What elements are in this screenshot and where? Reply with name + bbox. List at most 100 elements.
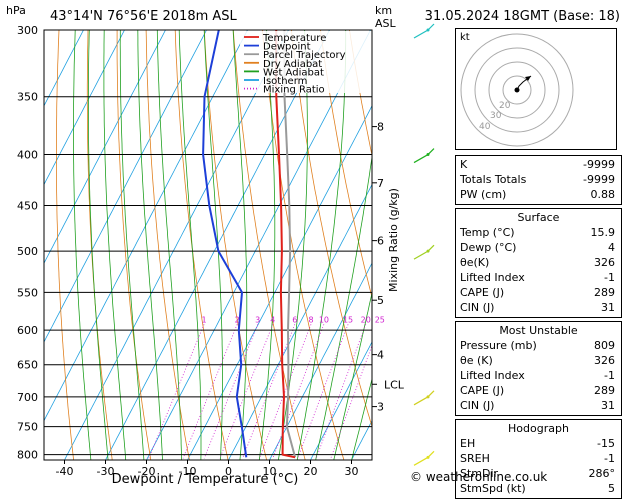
wet-adiabat-line bbox=[178, 30, 202, 460]
mixing-ratio-line bbox=[297, 324, 349, 459]
most-unstable-title: Most Unstable bbox=[499, 324, 578, 337]
hodograph-table-title: Hodograph bbox=[508, 422, 569, 435]
dry-adiabat-line bbox=[56, 30, 74, 460]
isotherm-line bbox=[44, 30, 84, 107]
surface-value: 31 bbox=[601, 301, 615, 314]
temperature-tick-label: 0 bbox=[225, 465, 232, 478]
mixing-ratio-label: 10 bbox=[319, 315, 329, 324]
hodograph-arrowhead bbox=[525, 76, 531, 81]
height-km-label: LCL bbox=[384, 378, 405, 391]
hodo-label: SREH bbox=[460, 452, 490, 465]
surface-label: CIN (J) bbox=[460, 301, 495, 314]
wet-adiabat-line bbox=[203, 30, 223, 460]
mu-value: 326 bbox=[594, 354, 615, 367]
mixing-ratio-line bbox=[182, 324, 238, 459]
dry-adiabat-line bbox=[320, 30, 372, 299]
index-value: 0.88 bbox=[590, 188, 616, 201]
mu-value: 31 bbox=[601, 399, 615, 412]
temperature-tick-label: -40 bbox=[56, 465, 74, 478]
wet-adiabat-line bbox=[156, 30, 182, 460]
wind-barb-shaft bbox=[413, 396, 429, 406]
mu-value: 289 bbox=[594, 384, 615, 397]
wind-barbs bbox=[413, 23, 435, 466]
legend-background bbox=[240, 31, 371, 93]
pressure-tick-label: 650 bbox=[17, 359, 38, 372]
hodograph-ring bbox=[502, 75, 532, 105]
isotherm-line bbox=[228, 183, 372, 460]
dry-adiabat-line bbox=[291, 30, 372, 428]
surface-row: Dewp (°C) 4 bbox=[456, 240, 621, 255]
surface-title: Surface bbox=[517, 211, 560, 224]
isotherm-line bbox=[187, 104, 372, 460]
hodograph-ring-label: 20 bbox=[499, 101, 511, 111]
mu-value: -1 bbox=[604, 369, 615, 382]
isotherm-line bbox=[0, 30, 2, 460]
mu-label: CAPE (J) bbox=[460, 384, 505, 397]
wind-barb-station bbox=[426, 249, 430, 253]
surface-value: 289 bbox=[594, 286, 615, 299]
mixing-ratio-line bbox=[219, 324, 274, 459]
surface-label: Dewp (°C) bbox=[460, 241, 517, 254]
hodo-label: EH bbox=[460, 437, 476, 450]
surface-row: CIN (J) 31 bbox=[456, 300, 621, 315]
hodo-value: -15 bbox=[597, 437, 615, 450]
pressure-tick-label: 400 bbox=[17, 149, 38, 162]
pressure-tick-label: 800 bbox=[17, 449, 38, 462]
x-axis-title: Dewpoint / Temperature (°C) bbox=[112, 472, 299, 486]
mu-row: Lifted Index -1 bbox=[456, 368, 621, 383]
parcel-trajectory-line bbox=[283, 30, 297, 458]
isotherm-line bbox=[310, 341, 372, 460]
legend-label: Dry Adiabat bbox=[263, 59, 322, 70]
wet-adiabat-line bbox=[73, 30, 92, 460]
legend-label: Temperature bbox=[262, 33, 326, 44]
index-row: PW (cm) 0.88 bbox=[456, 187, 621, 202]
hodo-row: StmDir 286° bbox=[456, 466, 621, 481]
temperature-tick-label: -10 bbox=[179, 465, 197, 478]
hodo-row: SREH -1 bbox=[456, 451, 621, 466]
temperature-line bbox=[275, 30, 296, 459]
hodograph-table-block: Hodograph EH -15 SREH -1 StmDir 286° StmSpd… bbox=[455, 419, 622, 499]
surface-label: Lifted Index bbox=[460, 271, 525, 284]
mixing-ratio-label: 2 bbox=[235, 315, 240, 324]
pressure-tick-label: 550 bbox=[17, 286, 38, 299]
datetime-title: 31.05.2024 18GMT (Base: 18) bbox=[425, 9, 620, 24]
isotherm-line bbox=[64, 30, 289, 460]
mixing-ratio-line bbox=[148, 324, 205, 459]
pressure-tick-label: 750 bbox=[17, 421, 38, 434]
hodo-value: 286° bbox=[588, 467, 616, 480]
mu-label: CIN (J) bbox=[460, 399, 495, 412]
location-title: 43°14'N 76°56'E 2018m ASL bbox=[50, 9, 238, 24]
dry-adiabat-line bbox=[232, 30, 306, 460]
isotherm-line bbox=[105, 30, 330, 460]
mixing-ratio-label: 8 bbox=[308, 315, 313, 324]
skewt-chart: hPa 43°14'N 76°56'E 2018m ASL km ASL 31.… bbox=[0, 4, 620, 486]
surface-label: CAPE (J) bbox=[460, 286, 505, 299]
wet-adiabat-line bbox=[277, 30, 308, 460]
hodograph-ring bbox=[460, 33, 574, 147]
index-value: -9999 bbox=[583, 158, 615, 171]
mixing-ratio-label: 4 bbox=[270, 315, 275, 324]
mu-row: Pressure (mb) 809 bbox=[456, 338, 621, 353]
mixing-ratio-label: 6 bbox=[292, 315, 297, 324]
indices-panel: K -9999 Totals Totals -9999 PW (cm) 0.88 Su… bbox=[455, 155, 622, 502]
isotherm-line bbox=[146, 30, 371, 460]
wet-adiabat-line bbox=[258, 30, 276, 460]
height-km-label: 5 bbox=[377, 294, 384, 307]
hodo-value: -1 bbox=[604, 452, 615, 465]
hodograph-ring bbox=[474, 47, 560, 133]
most-unstable-block: Most Unstable Pressure (mb) 809 θe (K) 326… bbox=[455, 321, 622, 416]
mixing-ratio-label: 15 bbox=[343, 315, 353, 324]
temperature-tick-label: 10 bbox=[263, 465, 277, 478]
surface-row: θe(K) 326 bbox=[456, 255, 621, 270]
dry-adiabat-line bbox=[349, 30, 372, 157]
dry-adiabat-line bbox=[262, 30, 345, 460]
height-km-label: 7 bbox=[377, 177, 384, 190]
hodograph-unit-label: kt bbox=[460, 32, 470, 43]
legend-label: Wet Adiabat bbox=[263, 67, 324, 78]
mixing-ratio-line bbox=[272, 324, 325, 459]
isotherm-line bbox=[269, 262, 372, 460]
hodograph: kt 20 30 40 bbox=[455, 28, 617, 150]
index-label: PW (cm) bbox=[460, 188, 507, 201]
temperature-tick-label: 30 bbox=[345, 465, 359, 478]
